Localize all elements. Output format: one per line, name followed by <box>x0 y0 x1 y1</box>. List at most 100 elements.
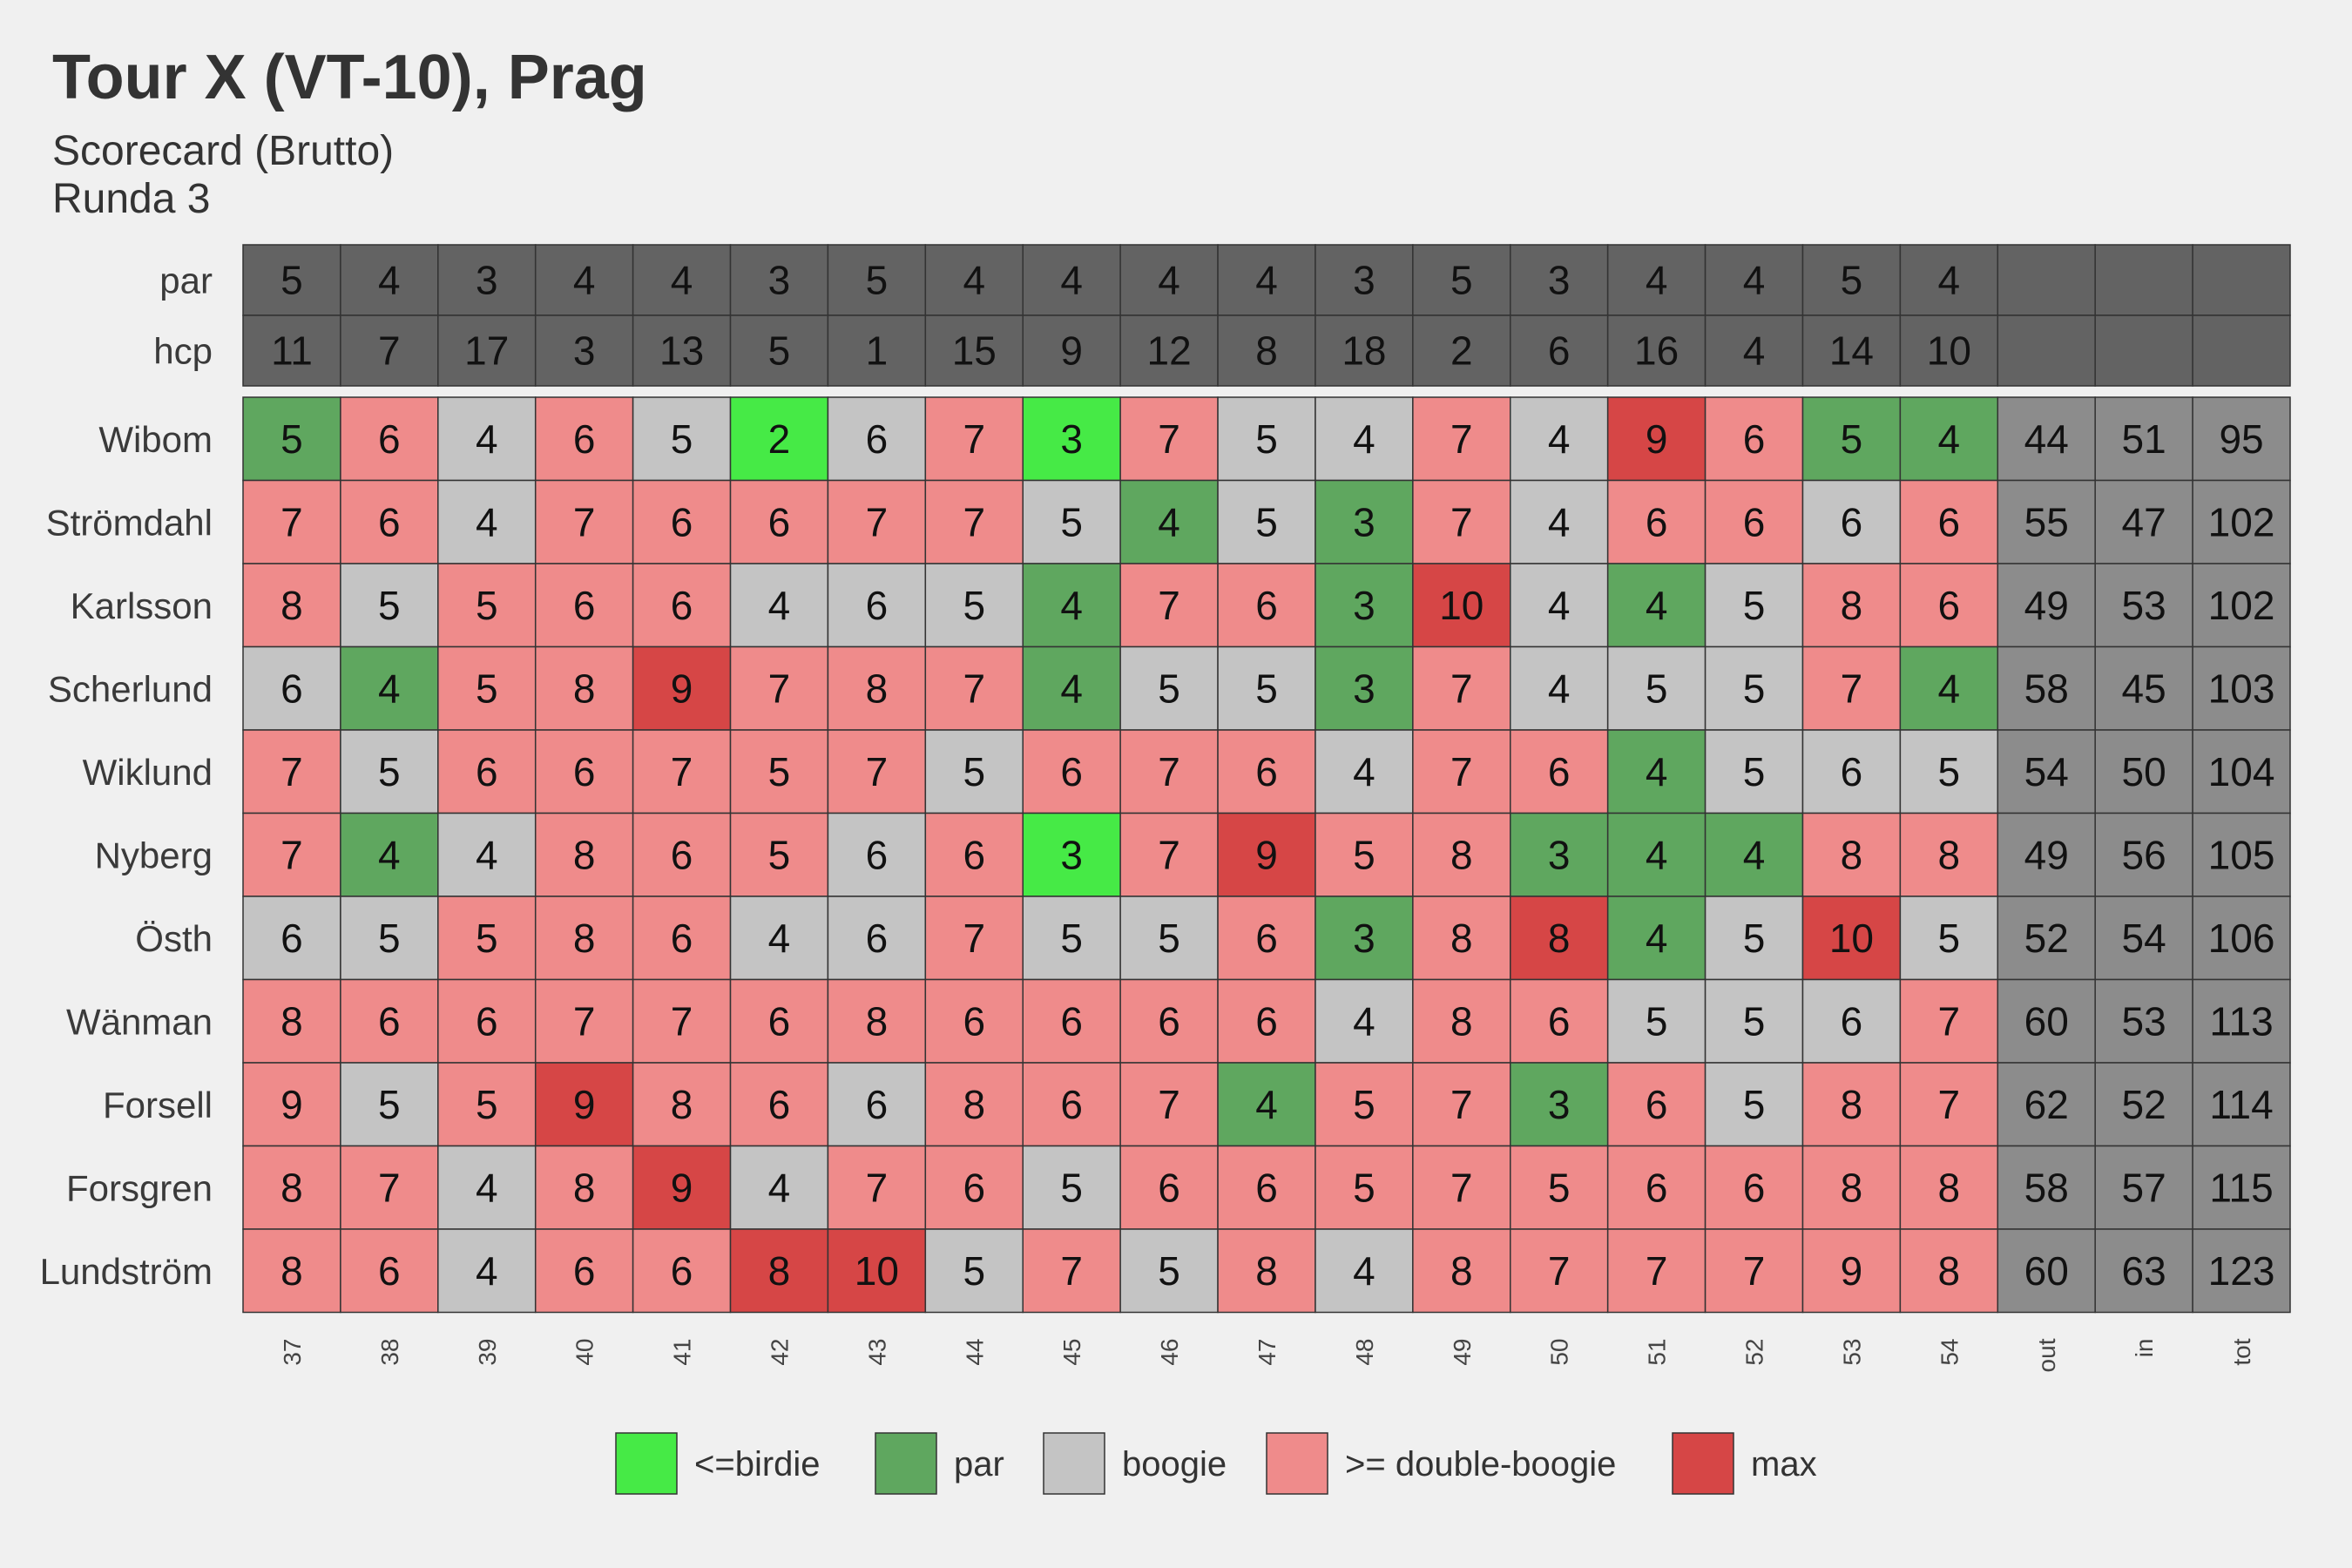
total-value: 44 <box>2024 416 2069 462</box>
x-tick-label: 49 <box>1449 1339 1476 1366</box>
total-value: 56 <box>2122 832 2166 877</box>
total-cell <box>2094 645 2193 731</box>
player-name: Wänman <box>66 1001 213 1042</box>
total-value: 60 <box>2024 1248 2069 1294</box>
score-value: 4 <box>378 832 401 877</box>
score-value: 10 <box>1829 916 1874 961</box>
legend-key <box>1266 1432 1328 1495</box>
score-cell <box>1022 1145 1121 1230</box>
score-value: 6 <box>1938 583 1961 628</box>
score-cell <box>340 1145 439 1230</box>
score-cell <box>1704 1145 1804 1230</box>
score-cell <box>534 645 634 731</box>
header-value: 5 <box>1841 258 1863 303</box>
score-cell <box>632 1145 732 1230</box>
score-value: 3 <box>1353 499 1375 544</box>
score-cell <box>1801 896 1902 981</box>
score-value: 8 <box>573 916 596 961</box>
score-cell <box>1899 1145 1999 1230</box>
score-cell <box>924 1228 1024 1314</box>
score-value: 8 <box>1841 832 1863 877</box>
x-tick-label: 41 <box>669 1339 696 1366</box>
legend-label: <=birdie <box>694 1445 821 1484</box>
total-value: 114 <box>2209 1082 2273 1127</box>
header-cell <box>1119 314 1219 387</box>
score-cell <box>340 396 439 482</box>
score-cell <box>1606 978 1707 1064</box>
score-value: 4 <box>1548 583 1571 628</box>
score-value: 4 <box>1548 499 1571 544</box>
player-name: Scherlund <box>48 668 213 709</box>
x-tick-label: tot <box>2228 1338 2255 1365</box>
x-tick-label: 40 <box>571 1339 598 1366</box>
x-tick-label: 37 <box>279 1339 306 1366</box>
score-value: 5 <box>1743 583 1766 628</box>
score-value: 6 <box>768 1082 791 1127</box>
score-value: 5 <box>1060 499 1083 544</box>
score-cell <box>1801 479 1902 564</box>
score-value: 7 <box>866 749 889 794</box>
score-value: 7 <box>1450 1082 1473 1127</box>
score-value: 5 <box>1060 1165 1083 1210</box>
score-value: 6 <box>1743 499 1766 544</box>
score-cell <box>1606 563 1707 648</box>
score-value: 4 <box>1353 1248 1375 1294</box>
score-value: 8 <box>280 1248 303 1294</box>
header-value: 4 <box>1255 258 1278 303</box>
score-cell <box>1412 978 1511 1064</box>
score-value: 5 <box>1743 749 1766 794</box>
header-cell <box>729 244 829 316</box>
x-tick-label: 38 <box>376 1339 403 1366</box>
score-value: 5 <box>378 916 401 961</box>
score-cell <box>340 896 439 981</box>
score-cell <box>1801 563 1902 648</box>
total-value: 102 <box>2208 499 2275 544</box>
total-cell <box>2192 812 2291 897</box>
score-cell <box>827 1228 927 1314</box>
score-cell <box>1606 645 1707 731</box>
score-cell <box>729 479 829 564</box>
score-cell <box>632 563 732 648</box>
score-cell <box>1119 978 1219 1064</box>
score-value: 6 <box>1255 916 1278 961</box>
score-value: 5 <box>1158 1248 1180 1294</box>
x-tick-label: 47 <box>1254 1339 1281 1366</box>
score-value: 8 <box>573 666 596 711</box>
legend-key <box>615 1432 678 1495</box>
header-cell <box>924 314 1024 387</box>
score-cell <box>1606 479 1707 564</box>
header-cell <box>1412 244 1511 316</box>
score-value: 8 <box>866 666 889 711</box>
score-cell <box>1119 563 1219 648</box>
header-value: 4 <box>1060 258 1083 303</box>
score-cell <box>437 1062 537 1147</box>
total-cell <box>1997 563 2096 648</box>
score-value: 8 <box>1255 1248 1278 1294</box>
score-value: 9 <box>573 1082 596 1127</box>
score-cell <box>632 812 732 897</box>
x-tick-label: out <box>2033 1338 2060 1372</box>
score-value: 3 <box>1060 416 1083 462</box>
score-value: 7 <box>963 416 985 462</box>
header-cell <box>2094 314 2193 387</box>
score-cell <box>1022 479 1121 564</box>
score-value: 6 <box>1255 998 1278 1044</box>
score-cell <box>632 1062 732 1147</box>
header-value: 5 <box>866 258 889 303</box>
score-value: 6 <box>1841 998 1863 1044</box>
total-value: 52 <box>2024 916 2069 961</box>
score-cell <box>1606 1062 1707 1147</box>
score-value: 5 <box>1743 666 1766 711</box>
score-cell <box>1704 563 1804 648</box>
header-value: 5 <box>1450 258 1473 303</box>
score-cell <box>1704 1228 1804 1314</box>
score-cell <box>1315 729 1414 814</box>
total-cell <box>2094 1145 2193 1230</box>
header-row-label-par: par <box>159 260 213 301</box>
score-cell <box>1412 812 1511 897</box>
score-value: 6 <box>1158 1165 1180 1210</box>
total-value: 60 <box>2024 998 2069 1044</box>
score-cell <box>1119 729 1219 814</box>
total-cell <box>2094 978 2193 1064</box>
score-cell <box>534 896 634 981</box>
